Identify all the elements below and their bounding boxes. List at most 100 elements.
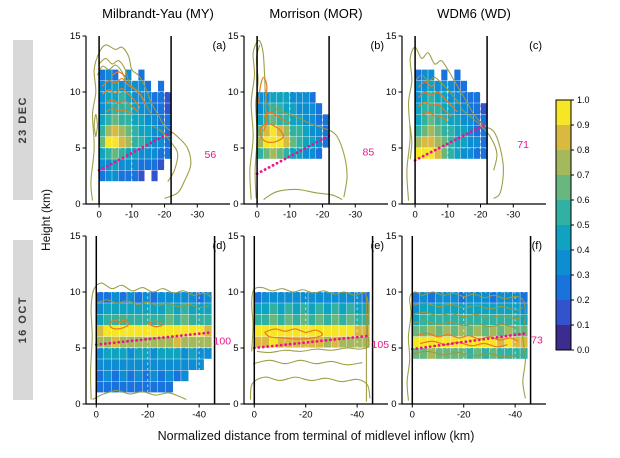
panel-letter: (c) — [529, 40, 542, 52]
midlevel-inflow-dotted-line — [252, 334, 372, 350]
y-tick-label: 0 — [391, 399, 396, 410]
x-tick-label: 0 — [94, 410, 99, 421]
olive-contours — [406, 291, 526, 401]
panel-letter: (e) — [371, 240, 384, 252]
colorbar-tick-label: 0.1 — [577, 320, 590, 330]
colorbar-tick-label: 0.9 — [577, 120, 590, 130]
x-tick-label: -40 — [350, 410, 364, 421]
midlevel-inflow-dotted-line — [410, 332, 527, 351]
colorbar-tick-label: 0.3 — [577, 270, 590, 280]
panel-letter: (b) — [371, 40, 384, 52]
inflow-value-label: 85 — [363, 147, 375, 159]
axes: 0 -10 -20 -30 0 5 10 15 — [386, 31, 546, 221]
y-tick-label: 0 — [233, 399, 238, 410]
heatmap-grid — [254, 292, 370, 348]
olive-contours — [249, 286, 371, 402]
olive-contours — [90, 282, 213, 401]
panel-letter: (d) — [213, 240, 226, 252]
x-tick-label: -20 — [474, 210, 488, 221]
reference-vlines — [411, 236, 532, 404]
orange-contours — [417, 81, 459, 123]
y-tick-label: 10 — [70, 87, 81, 98]
colorbar-tick-label: 0.6 — [577, 195, 590, 205]
inflow-value-label: 73 — [531, 334, 543, 346]
colorbar-segment — [556, 275, 571, 300]
colorbar-segment — [556, 125, 571, 150]
y-tick-label: 15 — [386, 231, 397, 242]
midlevel-inflow-dotted-line — [255, 134, 331, 176]
x-axis-label: Normalized distance from terminal of mid… — [157, 429, 475, 443]
panel-b: 0 -10 -20 -30 0 5 10 15 (b) 85 — [228, 31, 388, 221]
colorbar-segment — [556, 300, 571, 325]
inflow-value-label: 105 — [372, 339, 390, 351]
panel-f: 0 -20 -40 0 5 10 15 (f) 73 — [386, 231, 546, 421]
reference-vlines — [253, 236, 374, 404]
column-title-wdm6: WDM6 (WD) — [437, 6, 511, 21]
colorbar-segment — [556, 250, 571, 275]
colorbar-segment — [556, 200, 571, 225]
reference-vlines — [256, 36, 330, 204]
inflow-value-label: 100 — [214, 335, 232, 347]
olive-contours — [90, 44, 192, 201]
y-tick-label: 10 — [70, 287, 81, 298]
column-title-milbrandt-yau: Milbrandt-Yau (MY) — [102, 6, 214, 21]
inflow-value-label: 56 — [205, 149, 217, 161]
x-tick-label: -10 — [441, 210, 455, 221]
olive-contours — [406, 46, 505, 201]
x-tick-label: -20 — [299, 410, 313, 421]
panel-e: 0 -20 -40 0 5 10 15 (e) 105 — [228, 231, 389, 420]
colorbar-tick-label: 0.5 — [577, 220, 590, 230]
colorbar-tick-label: 0.4 — [577, 245, 590, 255]
x-tick-label: -10 — [283, 210, 297, 221]
midlevel-inflow-dotted-line — [97, 130, 173, 172]
axes: 0 -20 -40 0 5 10 15 — [228, 231, 388, 421]
y-tick-label: 5 — [75, 343, 80, 354]
heatmap-grid — [257, 92, 329, 159]
reference-vlines — [95, 236, 216, 404]
x-tick-label: 0 — [410, 410, 415, 421]
colorbar-segment — [556, 100, 571, 125]
heatmap-grid — [412, 292, 528, 359]
y-tick-label: 0 — [75, 399, 80, 410]
midlevel-inflow-dotted-line — [413, 123, 487, 162]
heatmap-grid — [415, 69, 487, 159]
y-tick-label: 0 — [391, 199, 396, 210]
colorbar-tick-label: 1.0 — [577, 95, 590, 105]
y-tick-label: 5 — [233, 143, 238, 154]
colorbar-tick-label: 0.8 — [577, 145, 590, 155]
y-tick-label: 0 — [75, 199, 80, 210]
reference-vlines — [98, 36, 172, 204]
colorbar-tick-label: 0.7 — [577, 170, 590, 180]
orange-contours — [416, 332, 518, 348]
y-tick-label: 5 — [75, 143, 80, 154]
x-tick-label: -40 — [192, 410, 206, 421]
panel-c: 0 -10 -20 -30 0 5 10 15 (c) 71 — [386, 31, 546, 221]
x-tick-label: 0 — [96, 210, 101, 221]
x-tick-label: -10 — [125, 210, 139, 221]
panel-letter: (f) — [532, 240, 542, 252]
x-tick-label: -20 — [457, 410, 471, 421]
panel-d: 0 -20 -40 0 5 10 15 (d) 100 — [70, 231, 231, 420]
y-tick-label: 10 — [386, 87, 397, 98]
x-tick-label: -20 — [158, 210, 172, 221]
colorbar-segment — [556, 225, 571, 250]
y-tick-label: 10 — [228, 87, 239, 98]
axes: 0 -10 -20 -30 0 5 10 15 — [228, 31, 388, 221]
colorbar-tick-label: 0.0 — [577, 345, 590, 355]
x-tick-label: -20 — [141, 410, 155, 421]
axes: 0 -10 -20 -30 0 5 10 15 — [70, 31, 230, 221]
colorbar-segment — [556, 150, 571, 175]
inflow-value-label: 71 — [517, 139, 529, 151]
row-label-23dec: 23 DEC — [13, 40, 33, 200]
colorbar-segment — [556, 325, 571, 350]
x-tick-label: 0 — [412, 210, 417, 221]
row-label-16oct: 16 OCT — [13, 240, 33, 400]
reference-vlines — [414, 36, 488, 204]
x-tick-label: -40 — [508, 410, 522, 421]
heatmap-grid — [99, 69, 171, 182]
orange-contours — [108, 319, 164, 330]
axes: 0 -20 -40 0 5 10 15 — [386, 231, 546, 421]
y-tick-label: 15 — [386, 31, 397, 42]
y-tick-label: 0 — [233, 199, 238, 210]
